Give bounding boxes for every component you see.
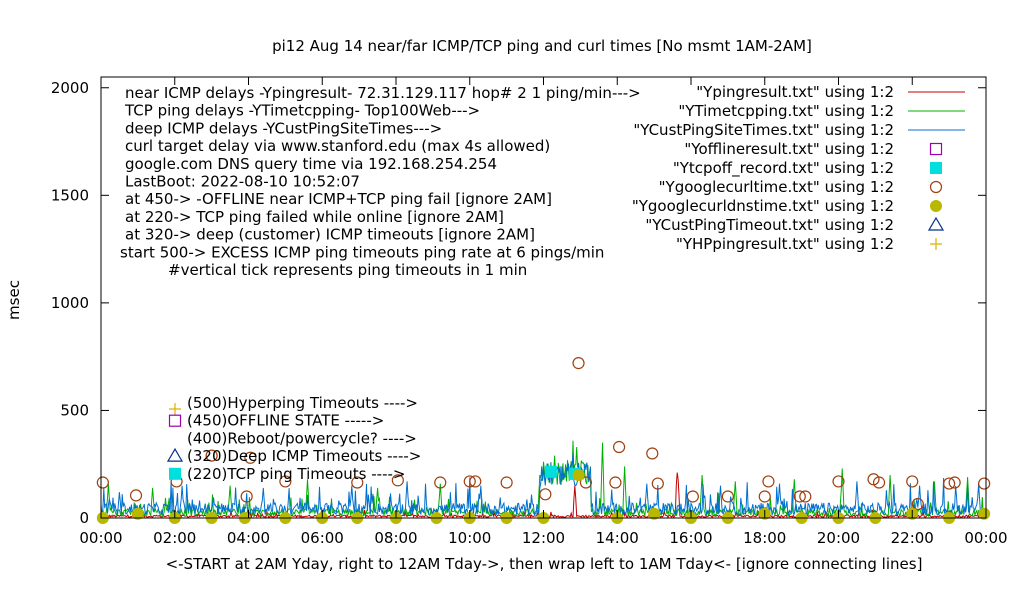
x-tick-label-9: 18:00 — [743, 529, 786, 547]
note-6: at 450-> -OFFLINE near ICMP+TCP ping fai… — [125, 190, 552, 208]
note-8: at 320-> deep (customer) ICMP timeouts [… — [125, 226, 535, 244]
note-2: deep ICMP delays -YCustPingSiteTimes---> — [125, 119, 442, 137]
timeout-key-marker-4 — [169, 467, 181, 480]
legend-label-0: "Ypingresult.txt" using 1:2 — [696, 83, 894, 101]
series-2-point-10 — [463, 475, 476, 488]
series-2-point-18 — [646, 447, 659, 460]
timeout-key-label-2: (400)Reboot/powercycle? ----> — [187, 429, 417, 447]
timeout-key: (500)Hyperping Timeouts ---->(450)OFFLIN… — [166, 394, 421, 483]
legend-label-5: "Ygooglecurltime.txt" using 1:2 — [659, 178, 894, 196]
series-2-point-12 — [500, 476, 513, 489]
series-2-point-5 — [244, 451, 257, 464]
series-2-point-21 — [721, 490, 734, 503]
note-10: #vertical tick represents ping timeouts … — [168, 261, 527, 279]
series-2-point-4 — [240, 490, 253, 503]
legend-swatch-6 — [930, 200, 942, 212]
note-0: near ICMP delays -Ypingresult- 72.31.129… — [125, 84, 641, 102]
series-2-point-17 — [612, 440, 626, 454]
series-2-point-7 — [351, 476, 364, 489]
series-2-point-19 — [651, 477, 664, 490]
legend-swatch-4 — [930, 162, 942, 174]
timeout-key-marker-1 — [168, 414, 182, 427]
timeout-key-marker-3 — [166, 447, 184, 462]
note-1: TCP ping delays -YTimetcpping- Top100Web… — [124, 102, 480, 120]
x-tick-label-0: 00:00 — [79, 529, 122, 547]
x-tick-label-7: 14:00 — [596, 529, 639, 547]
note-3: curl target delay via www.stanford.edu (… — [125, 137, 550, 155]
series-2-point-26 — [832, 475, 845, 488]
series-2-point-32 — [948, 476, 961, 489]
y-axis-label: msec — [5, 280, 23, 320]
x-tick-label-3: 06:00 — [301, 529, 344, 547]
series-2-point-16 — [609, 476, 622, 489]
x-tick-label-6: 12:00 — [522, 529, 565, 547]
legend-label-2: "YCustPingSiteTimes.txt" using 1:2 — [633, 121, 894, 139]
series-2-point-6 — [279, 475, 292, 488]
y-tick-label-2: 1000 — [51, 294, 89, 312]
series-3-point-15 — [648, 507, 661, 520]
legend-label-6: "Ygooglecurldnstime.txt" using 1:2 — [632, 197, 894, 215]
notes-layer: near ICMP delays -Ypingresult- 72.31.129… — [120, 84, 641, 279]
legend-swatch-7 — [927, 216, 945, 231]
series-2-point-29 — [906, 475, 919, 488]
y-tick-label-1: 500 — [60, 401, 89, 419]
series-2-point-8 — [391, 474, 404, 487]
series-2-point-25 — [799, 490, 812, 503]
x-tick-label-10: 20:00 — [817, 529, 860, 547]
legend-label-4: "Ytcpoff_record.txt" using 1:2 — [673, 159, 894, 178]
series-2-point-22 — [758, 490, 771, 503]
series-2-point-15 — [579, 476, 593, 489]
series-2-point-14 — [572, 357, 585, 370]
legend-swatch-3 — [929, 142, 943, 156]
legend-label-7: "YCustPingTimeout.txt" using 1:2 — [645, 216, 894, 234]
x-tick-label-12: 00:00 — [964, 529, 1007, 547]
legend-label-1: "YTimetcpping.txt" using 1:2 — [678, 102, 894, 120]
x-tick-label-11: 22:00 — [891, 529, 934, 547]
series-2-point-30 — [911, 497, 924, 511]
series-3-point-24 — [978, 507, 991, 520]
series-2-point-24 — [793, 490, 806, 503]
legend-swatch-5 — [929, 180, 943, 194]
x-tick-label-2: 04:00 — [227, 529, 270, 547]
x-tick-label-1: 02:00 — [153, 529, 196, 547]
timeout-key-label-0: (500)Hyperping Timeouts ----> — [187, 394, 418, 412]
y-tick-label-4: 2000 — [51, 79, 89, 97]
y-tick-label-3: 1500 — [51, 186, 89, 204]
series-2-point-33 — [978, 477, 991, 490]
series-2-point-0 — [96, 476, 109, 489]
x-tick-label-5: 10:00 — [448, 529, 491, 547]
timeout-key-marker-0 — [169, 403, 181, 415]
note-5: LastBoot: 2022-08-10 10:52:07 — [125, 173, 360, 191]
timeout-key-label-1: (450)OFFLINE STATE -----> — [187, 412, 384, 430]
series-2-point-3 — [205, 449, 218, 462]
series-2-point-11 — [469, 475, 482, 488]
legend: "Ypingresult.txt" using 1:2"YTimetcpping… — [632, 83, 965, 253]
legend-label-8: "YHPpingresult.txt" using 1:2 — [676, 235, 894, 253]
note-7: at 220-> TCP ping failed while online [i… — [125, 208, 504, 226]
axes-layer: 0 500 1000 1500 2000 00:00 02:00 04:00 06:00 08:0… — [51, 76, 1008, 547]
x-tick-label-4: 08:00 — [374, 529, 417, 547]
series-3-point-13 — [572, 468, 585, 481]
timeout-key-label-4: (220)TCP ping Timeouts ----> — [187, 465, 405, 483]
legend-label-3: "Yofflineresult.txt" using 1:2 — [684, 140, 894, 158]
note-9: start 500-> EXCESS ICMP ping timeouts pi… — [120, 243, 604, 261]
series-2-point-23 — [762, 475, 775, 488]
series-2-point-20 — [686, 490, 699, 503]
series-2-point-31 — [943, 477, 956, 490]
x-tick-label-8: 16:00 — [669, 529, 712, 547]
series-3-point-1 — [131, 507, 144, 520]
note-4: google.com DNS query time via 192.168.25… — [125, 155, 497, 173]
series-2-point-1 — [129, 489, 143, 502]
series-2-point-13 — [539, 488, 552, 501]
series-2-point-28 — [872, 476, 886, 489]
timeout-key-label-3: (320)Deep ICMP Timeouts ----> — [187, 447, 421, 465]
x-axis-label: <-START at 2AM Yday, right to 12AM Tday-… — [166, 555, 923, 573]
chart-title: pi12 Aug 14 near/far ICMP/TCP ping and c… — [272, 37, 812, 55]
y-tick-label-0: 0 — [79, 509, 89, 527]
series-2-point-9 — [434, 476, 447, 489]
legend-swatch-8 — [930, 238, 942, 250]
series-1-point-0 — [544, 465, 557, 478]
